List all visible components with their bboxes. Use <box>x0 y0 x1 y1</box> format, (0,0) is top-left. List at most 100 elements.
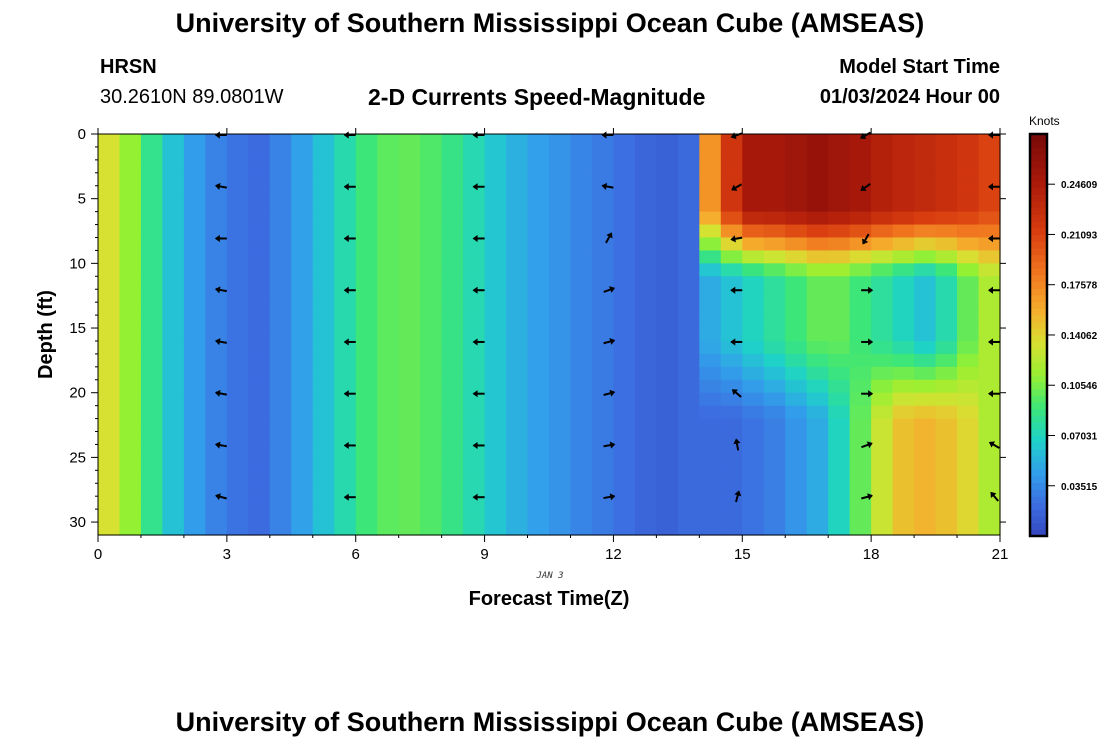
heatmap-cell <box>355 250 378 264</box>
heatmap-cell <box>291 392 314 407</box>
heatmap-cell <box>871 134 894 148</box>
heatmap-cell <box>978 211 1001 226</box>
heatmap-cell <box>248 146 271 161</box>
heatmap-cell <box>656 392 679 407</box>
heatmap-cell <box>441 431 464 446</box>
current-vector-arrow <box>343 441 356 450</box>
heatmap-cell <box>269 470 292 484</box>
heatmap-cell <box>441 328 464 342</box>
heatmap-cell <box>248 211 271 226</box>
heatmap-cell <box>527 315 550 329</box>
arrow-head <box>472 441 478 450</box>
heatmap-cell <box>398 289 421 303</box>
heatmap-cell <box>355 159 378 174</box>
heatmap-cell <box>742 211 765 226</box>
heatmap-cell <box>978 444 1001 458</box>
current-vector-arrow <box>472 286 485 294</box>
current-vector-arrow <box>214 182 227 190</box>
heatmap-cell <box>119 263 142 277</box>
heatmap-cell <box>978 457 1001 471</box>
heatmap-cell <box>828 211 851 226</box>
heatmap-cell <box>334 418 357 433</box>
current-vector-arrow <box>860 131 871 140</box>
heatmap-cell <box>720 237 743 252</box>
heatmap-cell <box>871 250 894 264</box>
heatmap-cell <box>849 522 872 536</box>
heatmap-cell <box>978 224 1001 239</box>
heatmap-cell <box>334 444 357 458</box>
heatmap-cell <box>527 509 550 523</box>
heatmap-cell <box>484 185 507 200</box>
heatmap-cell <box>527 483 550 497</box>
heatmap-cell <box>677 379 700 394</box>
heatmap-cell <box>677 522 700 536</box>
heatmap-cell <box>613 509 636 523</box>
heatmap-cell <box>162 483 185 497</box>
heatmap-cell <box>785 134 808 148</box>
heatmap-cell <box>183 431 206 446</box>
heatmap-cell <box>570 328 593 342</box>
heatmap-cell <box>849 172 872 187</box>
colorbar-segment <box>1030 194 1047 202</box>
heatmap-cell <box>742 159 765 174</box>
arrow-head <box>214 131 220 139</box>
heatmap-cell <box>140 250 164 264</box>
heatmap-cell <box>484 353 507 368</box>
heatmap-cell <box>892 509 915 523</box>
heatmap-cell <box>506 315 529 329</box>
heatmap-cell <box>291 172 314 187</box>
heatmap-cell <box>527 289 550 303</box>
heatmap-cell <box>183 483 206 497</box>
arrow-head <box>343 183 349 191</box>
heatmap-cell <box>914 509 937 523</box>
heatmap-cell <box>763 198 786 213</box>
heatmap-cell <box>806 444 829 458</box>
heatmap-cell <box>484 146 507 161</box>
heatmap-cell <box>656 509 679 523</box>
heatmap-cell <box>549 315 572 329</box>
heatmap-cell <box>377 224 400 239</box>
heatmap-cell <box>248 340 271 355</box>
heatmap-cell <box>828 263 851 277</box>
arrow-head <box>609 441 616 449</box>
heatmap-cell <box>98 250 121 264</box>
heatmap-cell <box>377 444 400 458</box>
heatmap-cell <box>377 340 400 355</box>
heatmap-cell <box>634 250 657 264</box>
heatmap-cell <box>205 353 228 368</box>
heatmap-cell <box>849 418 872 433</box>
heatmap-cell <box>785 263 808 277</box>
heatmap-cell <box>570 211 593 226</box>
heatmap-cell <box>291 250 314 264</box>
current-vector-arrow <box>603 441 616 449</box>
heatmap-cell <box>720 159 743 174</box>
arrow-head <box>343 390 349 398</box>
heatmap-cell <box>226 366 249 381</box>
colorbar-segment <box>1030 395 1047 403</box>
heatmap-cell <box>634 263 657 277</box>
date-label: JAN 3 <box>535 571 563 581</box>
heatmap-cell <box>849 444 872 458</box>
heatmap-cell <box>484 250 507 264</box>
heatmap-cell <box>484 470 507 484</box>
heatmap-cell <box>957 522 980 536</box>
current-vector-arrow <box>214 338 227 346</box>
heatmap-cell <box>892 353 915 368</box>
heatmap-cell <box>849 431 872 446</box>
heatmap-cell <box>398 418 421 433</box>
heatmap-cell <box>334 496 357 510</box>
colorbar-segment <box>1030 475 1047 483</box>
heatmap-cell <box>699 431 722 446</box>
heatmap-cell <box>914 444 937 458</box>
heatmap-cell <box>656 134 679 148</box>
heatmap-cell <box>634 418 657 433</box>
heatmap-cell <box>140 315 164 329</box>
heatmap-cell <box>377 237 400 252</box>
heatmap-cell <box>248 198 271 213</box>
heatmap-cell <box>763 237 786 252</box>
heatmap-cell <box>785 185 808 200</box>
heatmap-cell <box>484 289 507 303</box>
heatmap-cell <box>506 159 529 174</box>
heatmap-cell <box>441 276 464 290</box>
page-title: University of Southern Mississippi Ocean… <box>175 8 925 38</box>
